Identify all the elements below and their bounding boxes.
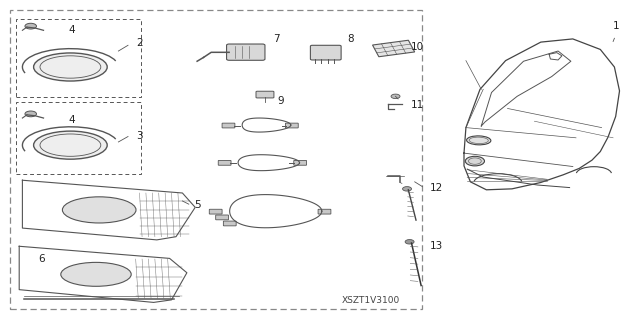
Circle shape [465, 156, 484, 166]
Circle shape [25, 23, 36, 29]
Circle shape [25, 111, 36, 117]
Ellipse shape [61, 262, 131, 286]
Text: XSZT1V3100: XSZT1V3100 [342, 296, 401, 305]
FancyBboxPatch shape [222, 123, 235, 128]
FancyBboxPatch shape [256, 91, 274, 98]
Text: 6: 6 [38, 254, 45, 264]
Text: 8: 8 [348, 34, 354, 44]
FancyBboxPatch shape [223, 221, 236, 226]
Ellipse shape [63, 197, 136, 223]
Text: 2: 2 [136, 38, 143, 48]
Ellipse shape [33, 53, 108, 81]
Text: 13: 13 [430, 241, 443, 251]
Ellipse shape [33, 131, 108, 159]
FancyBboxPatch shape [310, 45, 341, 60]
FancyBboxPatch shape [294, 160, 307, 165]
Text: 11: 11 [411, 100, 424, 110]
Text: 9: 9 [277, 96, 284, 107]
Text: 7: 7 [273, 34, 280, 44]
Text: 4: 4 [68, 25, 75, 35]
Text: 3: 3 [136, 130, 143, 141]
FancyBboxPatch shape [216, 215, 228, 220]
Circle shape [403, 187, 412, 191]
Text: 12: 12 [430, 182, 443, 193]
Text: 4: 4 [68, 115, 75, 125]
Polygon shape [372, 40, 415, 57]
Circle shape [391, 94, 400, 99]
Bar [16, 19, 141, 97]
Text: 1: 1 [612, 20, 619, 31]
FancyBboxPatch shape [209, 209, 222, 214]
FancyBboxPatch shape [218, 160, 231, 165]
FancyBboxPatch shape [227, 44, 265, 60]
Bar [10, 10, 422, 309]
FancyBboxPatch shape [318, 209, 331, 214]
Bar [16, 102, 141, 174]
FancyBboxPatch shape [285, 123, 298, 128]
Circle shape [405, 240, 414, 244]
Text: 5: 5 [194, 200, 200, 210]
Text: 10: 10 [411, 42, 424, 52]
Ellipse shape [467, 136, 491, 145]
